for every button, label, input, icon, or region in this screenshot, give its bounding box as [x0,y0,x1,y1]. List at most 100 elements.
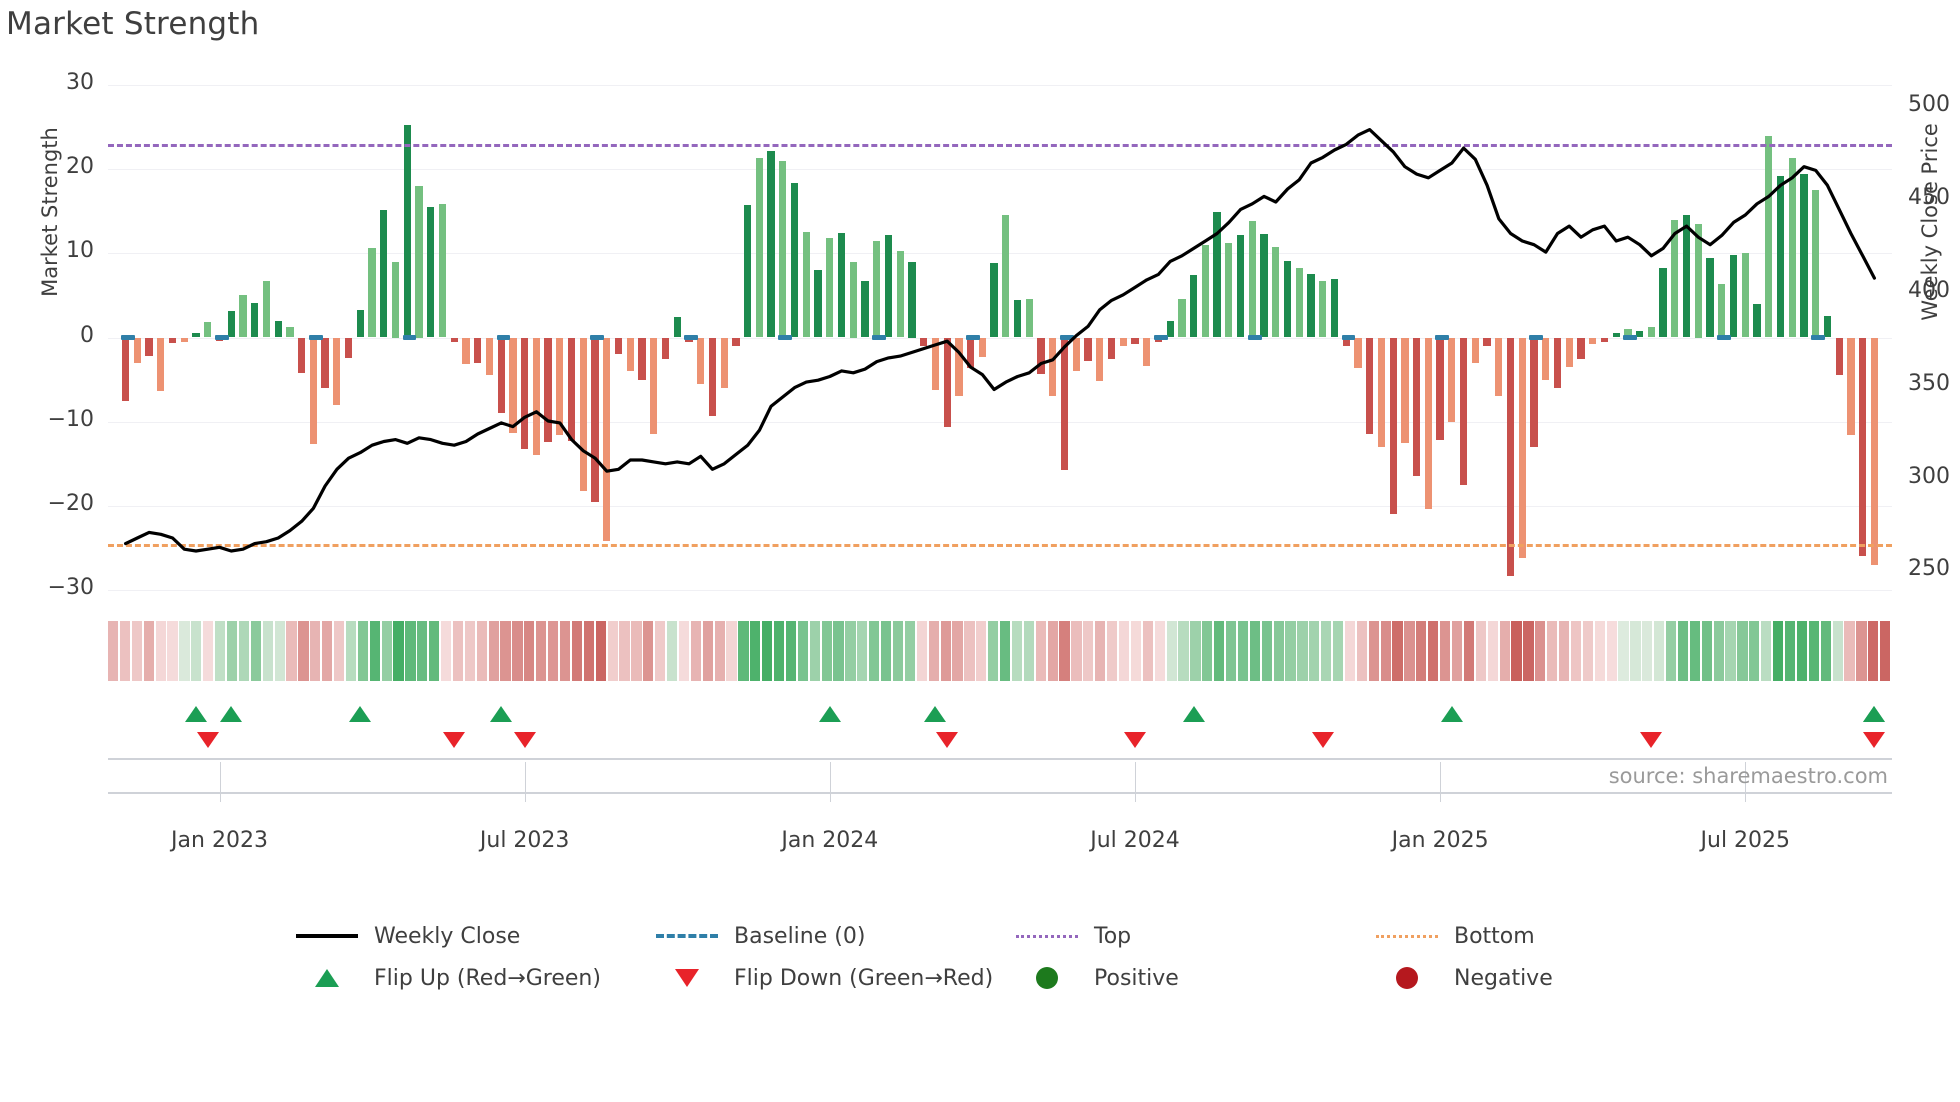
flip-down-marker[interactable] [513,732,536,748]
y-tick-left-2: 10 [66,238,94,264]
bar [650,337,658,435]
heatmap-cell [678,621,690,681]
bar [485,337,494,376]
baseline-dash [966,334,980,340]
heatmap-cell [310,621,321,681]
bar [896,250,904,338]
flip-down-marker[interactable] [443,732,466,748]
heatmap-cell [512,621,523,681]
bar [298,337,306,373]
page-title: Market Strength [6,6,260,42]
heatmap-cell [631,621,642,681]
bar [591,337,599,502]
legend-item-positive[interactable]: Positive [1010,957,1370,999]
bar [1800,174,1808,338]
heatmap-cell [1035,621,1046,681]
heatmap-cell [1523,621,1534,681]
flip-down-marker[interactable] [1640,732,1663,748]
y-tick-right-1: 450 [1908,185,1950,211]
bar [673,317,681,338]
heatmap-cell [1059,621,1070,681]
flip-up-marker[interactable] [490,706,513,722]
flip-up-marker[interactable] [1440,706,1463,722]
bar [462,337,470,365]
legend-item-flip-up[interactable]: Flip Up (Red→Green) [290,957,650,999]
bar [849,261,857,338]
flip-down-marker[interactable] [1123,732,1146,748]
flip-marker-area [108,700,1892,762]
bar [697,337,705,384]
bar [567,337,576,442]
heatmap-cell [1749,621,1760,681]
bar [1166,320,1174,338]
flip-down-marker[interactable] [1863,732,1886,748]
bar [1612,333,1620,338]
bar [685,337,693,342]
flip-up-marker[interactable] [220,706,243,722]
bar [1518,337,1526,559]
bar [1765,136,1773,338]
bar [1143,337,1151,367]
legend-item-bottom[interactable]: Bottom [1370,915,1670,957]
legend-item-flip-down[interactable]: Flip Down (Green→Red) [650,957,1010,999]
flip-up-marker[interactable] [185,706,208,722]
bar [180,337,188,342]
bar [1718,284,1726,338]
flip-up-marker[interactable] [924,706,947,722]
heatmap-cell [1416,621,1427,681]
bar [1272,246,1280,338]
heatmap-cell [928,621,939,681]
flip-down-marker[interactable] [1311,732,1334,748]
bar [274,320,282,338]
bar [1295,267,1303,338]
flip-down-marker[interactable] [196,732,219,748]
circle-icon [1370,967,1444,989]
bar [1366,337,1374,435]
legend-item-weekly-close[interactable]: Weekly Close [290,915,650,957]
heatmap-cell [1321,621,1332,681]
heatmap-cell [1642,621,1653,681]
heatmap-cell [1202,621,1213,681]
glyph-shape [296,934,358,938]
bar [1424,337,1433,510]
bar [603,337,611,542]
x-tick-mark [1134,762,1136,802]
heatmap-cell [215,621,226,681]
flip-up-marker[interactable] [1863,706,1886,722]
dotted-line-icon [1010,934,1084,938]
heatmap-cell [726,621,737,681]
heatmap-cell [1880,621,1891,681]
legend-label: Weekly Close [374,923,521,949]
bar [720,337,728,388]
gridline [108,421,1892,423]
heatmap-cell [1582,621,1593,681]
legend-label: Flip Up (Red→Green) [374,965,601,991]
flip-up-marker[interactable] [818,706,841,722]
bar [1213,212,1221,338]
heatmap-cell [666,621,678,681]
bar [943,337,951,427]
legend-item-top[interactable]: Top [1010,915,1370,957]
flip-up-marker[interactable] [1182,706,1205,722]
heatmap-cell [238,621,250,681]
heatmap-cell [1654,621,1665,681]
legend-item-baseline[interactable]: Baseline (0) [650,915,1010,957]
bar [321,337,329,388]
heatmap-cell [1451,621,1463,681]
bar [920,337,928,346]
flip-down-marker[interactable] [936,732,959,748]
heatmap-cell [1083,621,1094,681]
legend-item-negative[interactable]: Negative [1370,957,1670,999]
bar [450,337,458,342]
bar [262,281,271,338]
glyph-shape [1016,934,1078,938]
heatmap-cell [655,621,666,681]
heatmap-cell [1249,621,1260,681]
heatmap-cell [500,621,511,681]
heatmap-cell [1701,621,1712,681]
gridline [108,337,1892,339]
bar [1671,219,1679,338]
heatmap-cell [1190,621,1201,681]
heatmap-cell [1689,621,1701,681]
flip-up-marker[interactable] [349,706,372,722]
